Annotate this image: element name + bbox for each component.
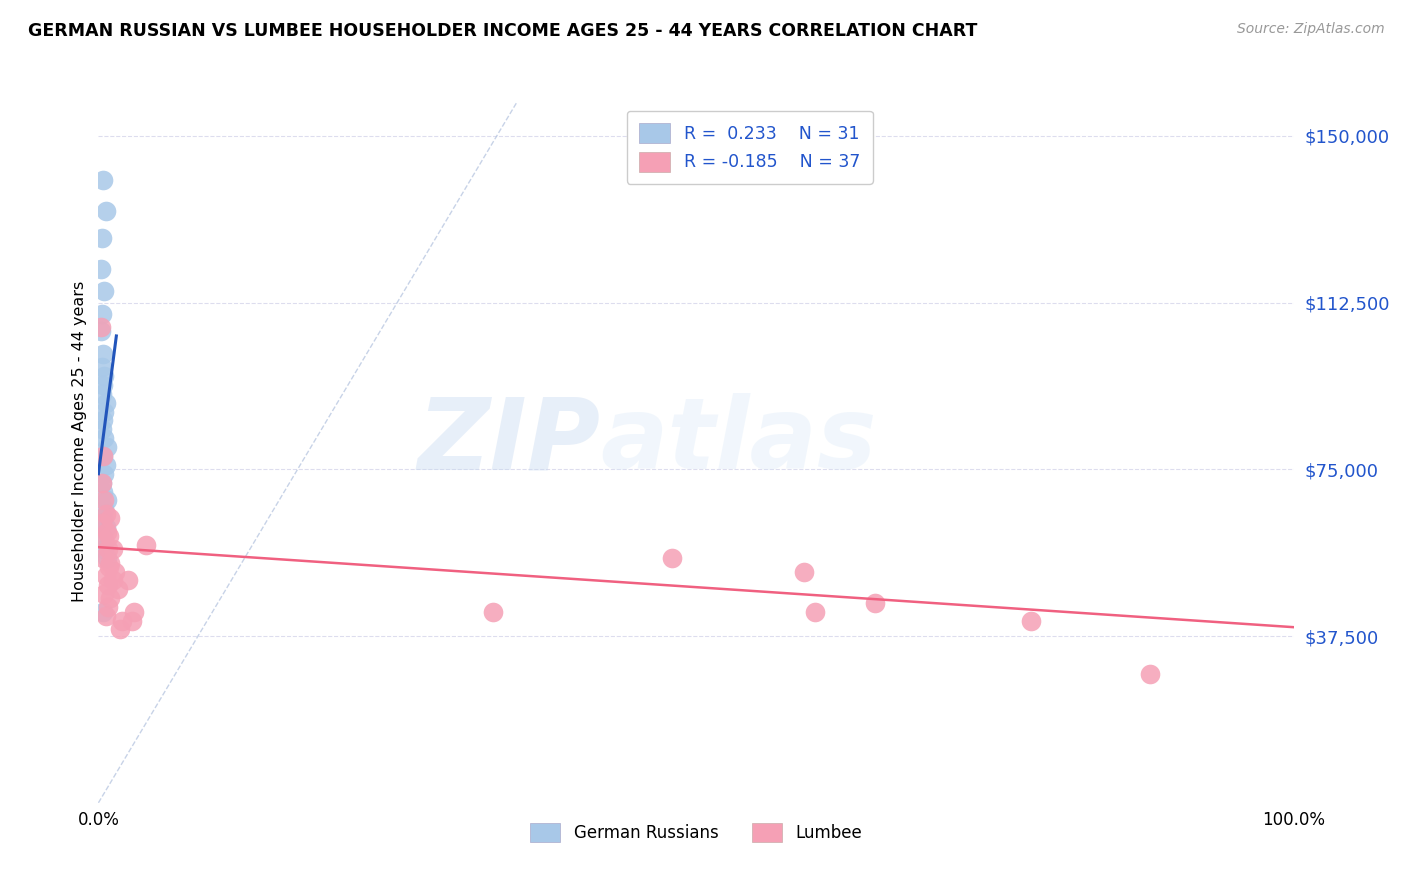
Point (91, 231, 114, 245)
Point (101, 574, 124, 588)
Point (97, 578, 120, 592)
Legend: German Russians, Lumbee: German Russians, Lumbee (523, 816, 869, 848)
Point (91, 377, 114, 392)
Point (98, 591, 122, 606)
Point (94, 569, 117, 583)
Point (104, 565, 127, 579)
Point (98, 529, 121, 543)
Point (93, 542, 115, 557)
Point (98, 556, 122, 570)
Point (93, 493, 115, 508)
Point (101, 542, 124, 557)
Point (90, 320, 112, 334)
Point (91, 475, 114, 490)
Point (93, 404, 115, 418)
Point (93, 533, 115, 548)
Point (96, 440, 118, 454)
Point (91, 422, 114, 436)
Text: atlas: atlas (600, 393, 877, 490)
Point (94, 507, 117, 521)
Y-axis label: Householder Income Ages 25 - 44 years: Householder Income Ages 25 - 44 years (72, 281, 87, 602)
Point (135, 538, 157, 552)
Point (97, 600, 120, 615)
Text: Source: ZipAtlas.com: Source: ZipAtlas.com (1237, 22, 1385, 37)
Point (91, 413, 114, 427)
Point (93, 431, 115, 445)
Point (90, 262, 112, 277)
Point (93, 502, 115, 516)
Point (91, 347, 114, 361)
Point (481, 605, 505, 619)
Point (865, 596, 887, 610)
Point (94, 609, 117, 624)
Point (91, 173, 114, 187)
Point (96, 493, 118, 508)
Point (107, 582, 129, 597)
Point (117, 574, 139, 588)
Point (90, 325, 112, 339)
Point (94, 458, 117, 472)
Point (111, 614, 134, 628)
Point (97, 542, 120, 557)
Point (91, 386, 114, 401)
Point (793, 565, 815, 579)
Point (91, 605, 114, 619)
Point (91, 484, 114, 499)
Point (121, 614, 143, 628)
Point (108, 623, 131, 637)
Point (96, 551, 118, 566)
Point (94, 395, 117, 409)
Point (91, 449, 114, 463)
Point (93, 587, 115, 601)
Point (93, 467, 115, 481)
Point (1019, 614, 1042, 628)
Point (804, 605, 827, 619)
Point (96, 524, 118, 539)
Point (1139, 666, 1161, 681)
Point (91, 360, 114, 375)
Point (91, 475, 114, 490)
Point (91, 529, 114, 543)
Point (124, 605, 146, 619)
Point (91, 511, 114, 525)
Point (98, 511, 122, 525)
Point (94, 520, 117, 534)
Point (93, 368, 115, 383)
Point (91, 516, 114, 530)
Point (94, 204, 117, 219)
Point (91, 449, 114, 463)
Point (91, 551, 114, 566)
Point (661, 551, 683, 566)
Point (98, 560, 121, 574)
Point (93, 285, 115, 299)
Point (91, 307, 114, 321)
Text: ZIP: ZIP (418, 393, 600, 490)
Text: GERMAN RUSSIAN VS LUMBEE HOUSEHOLDER INCOME AGES 25 - 44 YEARS CORRELATION CHART: GERMAN RUSSIAN VS LUMBEE HOUSEHOLDER INC… (28, 22, 977, 40)
